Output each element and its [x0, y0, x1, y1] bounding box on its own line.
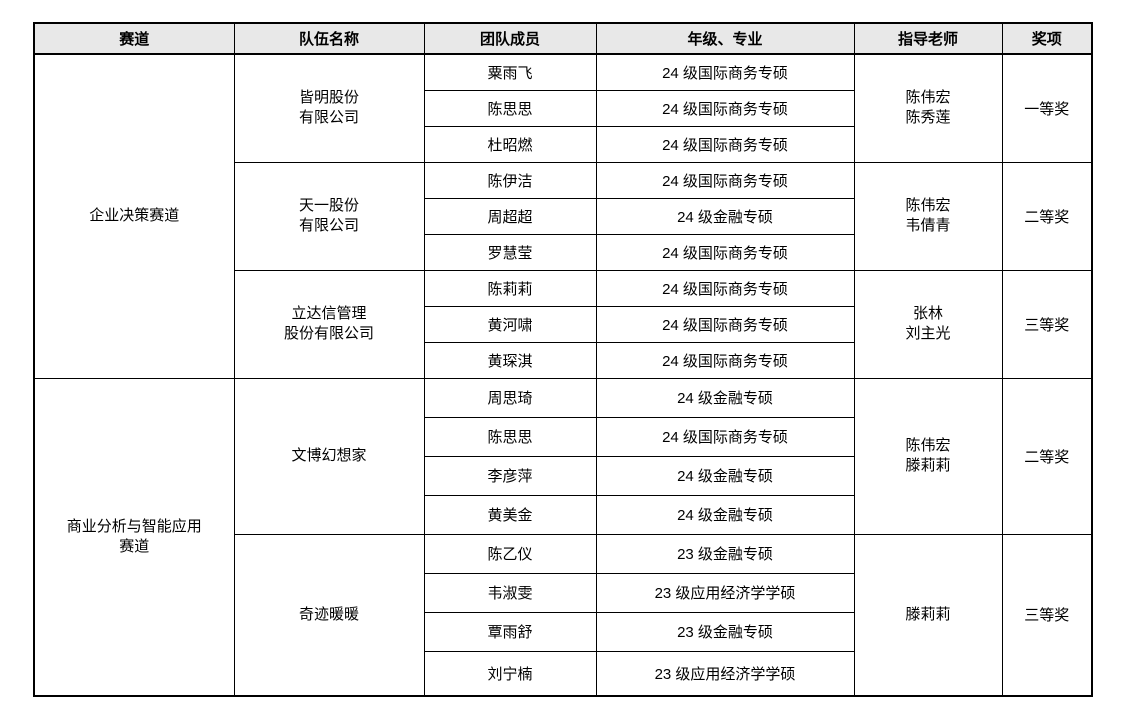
teacher-cell: 张林 刘主光 [853, 269, 1003, 379]
table-row: 企业决策赛道 皆明股份 有限公司 粟雨飞 24 级国际商务专硕 陈伟宏 陈秀莲 … [33, 53, 1093, 379]
header-cell-member: 团队成员 [423, 22, 597, 55]
member-grade-cell: 24 级金融专硕 [595, 377, 855, 418]
member-name-cell: 杜昭燃 [423, 125, 597, 163]
member-grade-cell: 24 级国际商务专硕 [595, 269, 855, 307]
table-row: 陈思思 24 级国际商务专硕 [34, 416, 1092, 457]
member-grade-cell: 23 级金融专硕 [595, 611, 855, 652]
member-grade-cell: 24 级金融专硕 [595, 455, 855, 496]
member-name-cell: 黄河啸 [423, 305, 597, 343]
member-grade-cell: 24 级国际商务专硕 [595, 89, 855, 127]
table-row: 周超超 24 级金融专硕 [34, 197, 1092, 235]
award-cell: 三等奖 [1001, 533, 1093, 697]
teacher-name-line: 陈伟宏 [905, 436, 951, 454]
team-name-cell: 皆明股份 有限公司 [233, 53, 425, 163]
team-name-line: 立达信管理 [291, 304, 367, 322]
team-name-line: 天一股份 [298, 196, 359, 214]
header-cell-award: 奖项 [1001, 22, 1093, 55]
member-name-cell: 李彦萍 [423, 455, 597, 496]
member-name-cell: 周超超 [423, 197, 597, 235]
team-name-line: 文博幻想家 [291, 446, 367, 464]
teacher-name-line: 张林 [912, 304, 943, 322]
award-cell: 一等奖 [1001, 53, 1093, 163]
table-row: 立达信管理 股份有限公司 陈莉莉 24 级国际商务专硕 张林 刘主光 三等奖 [34, 269, 1093, 379]
competition-award-table: 赛道 队伍名称 团队成员 年级、专业 指导老师 奖项 企业决策赛道 皆明股份 有… [33, 22, 1093, 697]
member-grade-cell: 23 级应用经济学学硕 [595, 650, 855, 697]
table-row: 天一股份 有限公司 陈伊洁 24 级国际商务专硕 陈伟宏 韦倩青 二等奖 [34, 161, 1093, 271]
table-row: 李彦萍 24 级金融专硕 [34, 455, 1092, 496]
teacher-name-line: 滕莉莉 [905, 457, 951, 474]
member-name-cell: 覃雨舒 [423, 611, 597, 652]
table-row: 黄美金 24 级金融专硕 [34, 494, 1092, 535]
team-name-line: 皆明股份 [298, 89, 359, 106]
table-row: 陈思思 24 级国际商务专硕 [34, 89, 1092, 127]
table-row: 黄琛淇 24 级国际商务专硕 [34, 341, 1092, 379]
teacher-cell: 滕莉莉 [853, 533, 1003, 697]
member-grade-cell: 24 级国际商务专硕 [595, 305, 855, 343]
member-grade-cell: 24 级金融专硕 [595, 494, 855, 535]
teacher-name-line: 滕莉莉 [905, 605, 951, 623]
member-name-cell: 韦淑雯 [423, 572, 597, 613]
track-name-cell: 商业分析与智能应用 赛道 [33, 377, 235, 697]
teacher-cell: 陈伟宏 滕莉莉 [853, 377, 1003, 535]
member-name-cell: 粟雨飞 [423, 53, 597, 91]
teacher-name-line: 陈伟宏 [905, 89, 951, 106]
member-grade-cell: 24 级金融专硕 [595, 197, 855, 235]
team-name-line: 有限公司 [298, 109, 359, 127]
track-name-line: 赛道 [119, 537, 150, 555]
teacher-name-line: 陈秀莲 [905, 109, 951, 127]
member-grade-cell: 24 级国际商务专硕 [595, 53, 855, 91]
member-name-cell: 陈思思 [423, 416, 597, 457]
member-grade-cell: 24 级国际商务专硕 [595, 125, 855, 163]
table-row: 韦淑雯 23 级应用经济学学硕 [34, 572, 1092, 613]
header-cell-track: 赛道 [33, 22, 235, 55]
table-row: 刘宁楠 23 级应用经济学学硕 [34, 650, 1092, 697]
teacher-name-line: 陈伟宏 [905, 196, 951, 214]
table-row: 商业分析与智能应用 赛道 文博幻想家 周思琦 24 级金融专硕 陈伟宏 滕莉莉 … [33, 377, 1093, 697]
member-name-cell: 黄琛淇 [423, 341, 597, 379]
member-grade-cell: 23 级应用经济学学硕 [595, 572, 855, 613]
award-cell: 二等奖 [1001, 377, 1093, 535]
table-row: 黄河啸 24 级国际商务专硕 [34, 305, 1092, 343]
table-row: 奇迹暖暖 陈乙仪 23 级金融专硕 滕莉莉 三等奖 [34, 533, 1093, 697]
header-cell-grade: 年级、专业 [595, 22, 855, 55]
track-name-line: 商业分析与智能应用 [66, 517, 202, 535]
member-name-cell: 黄美金 [423, 494, 597, 535]
member-name-cell: 陈乙仪 [423, 533, 597, 574]
track-name: 企业决策赛道 [89, 207, 180, 225]
header-cell-team: 队伍名称 [233, 22, 425, 55]
member-name-cell: 罗慧莹 [423, 233, 597, 271]
teacher-cell: 陈伟宏 韦倩青 [853, 161, 1003, 271]
team-name-cell: 天一股份 有限公司 [233, 161, 425, 271]
member-grade-cell: 24 级国际商务专硕 [595, 416, 855, 457]
track-name-cell: 企业决策赛道 [33, 53, 235, 379]
team-name-cell: 奇迹暖暖 [233, 533, 425, 697]
member-name-cell: 刘宁楠 [423, 650, 597, 697]
teacher-cell: 陈伟宏 陈秀莲 [853, 53, 1003, 163]
team-name-cell: 文博幻想家 [233, 377, 425, 535]
team-name-line: 有限公司 [298, 217, 359, 234]
table-row: 覃雨舒 23 级金融专硕 [34, 611, 1092, 652]
team-name-cell: 立达信管理 股份有限公司 [233, 269, 425, 379]
member-grade-cell: 24 级国际商务专硕 [595, 233, 855, 271]
member-name-cell: 周思琦 [423, 377, 597, 418]
header-cell-teacher: 指导老师 [853, 22, 1003, 55]
member-grade-cell: 24 级国际商务专硕 [595, 341, 855, 379]
team-name-line: 奇迹暖暖 [298, 605, 359, 623]
teacher-name-line: 刘主光 [905, 325, 951, 342]
table-row: 杜昭燃 24 级国际商务专硕 [34, 125, 1092, 163]
team-name-line: 股份有限公司 [283, 325, 374, 342]
member-grade-cell: 23 级金融专硕 [595, 533, 855, 574]
award-cell: 二等奖 [1001, 161, 1093, 271]
header-row: 赛道 队伍名称 团队成员 年级、专业 指导老师 奖项 [33, 22, 1093, 55]
member-name-cell: 陈莉莉 [423, 269, 597, 307]
member-name-cell: 陈伊洁 [423, 161, 597, 199]
award-cell: 三等奖 [1001, 269, 1093, 379]
teacher-name-line: 韦倩青 [905, 217, 951, 234]
member-name-cell: 陈思思 [423, 89, 597, 127]
member-grade-cell: 24 级国际商务专硕 [595, 161, 855, 199]
